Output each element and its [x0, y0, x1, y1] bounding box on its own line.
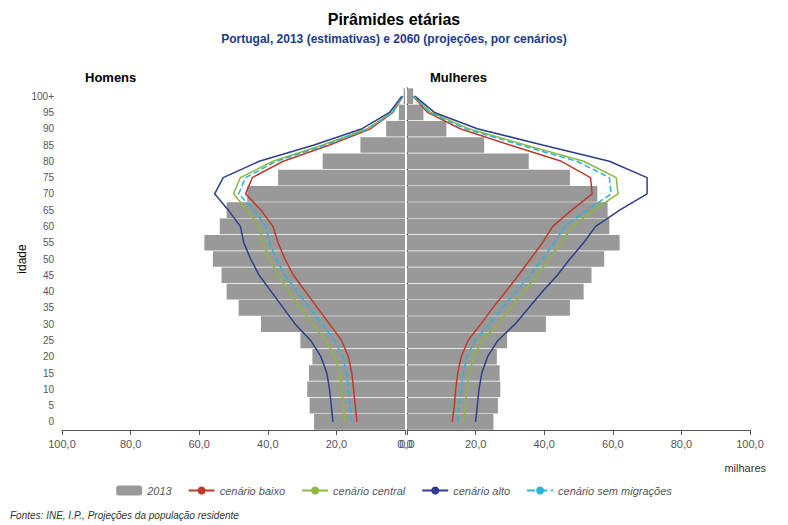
svg-text:60,0: 60,0: [188, 438, 209, 450]
svg-text:0: 0: [48, 416, 54, 427]
svg-text:85: 85: [43, 140, 55, 151]
svg-text:20,0: 20,0: [465, 438, 486, 450]
svg-text:65: 65: [43, 205, 55, 216]
svg-text:25: 25: [43, 335, 55, 346]
svg-text:70: 70: [43, 188, 55, 199]
svg-text:cenário baixo: cenário baixo: [220, 485, 285, 497]
svg-text:20,0: 20,0: [326, 438, 347, 450]
svg-text:90: 90: [43, 123, 55, 134]
svg-text:55: 55: [43, 237, 55, 248]
svg-text:50: 50: [43, 254, 55, 265]
svg-text:80,0: 80,0: [671, 438, 692, 450]
svg-text:15: 15: [43, 368, 55, 379]
svg-text:80: 80: [43, 156, 55, 167]
svg-text:Pirâmides etárias: Pirâmides etárias: [328, 11, 461, 28]
svg-text:100+: 100+: [31, 91, 54, 102]
svg-text:Homens: Homens: [85, 70, 136, 85]
svg-text:60,0: 60,0: [602, 438, 623, 450]
svg-text:80,0: 80,0: [120, 438, 141, 450]
svg-text:40,0: 40,0: [257, 438, 278, 450]
svg-text:2013: 2013: [146, 485, 172, 497]
svg-text:100,0: 100,0: [736, 438, 764, 450]
svg-text:40,0: 40,0: [533, 438, 554, 450]
svg-text:100,0: 100,0: [48, 438, 76, 450]
svg-text:20: 20: [43, 351, 55, 362]
svg-text:cenário central: cenário central: [333, 485, 406, 497]
svg-text:Mulheres: Mulheres: [430, 70, 487, 85]
svg-text:10: 10: [43, 384, 55, 395]
svg-text:milhares: milhares: [724, 462, 766, 474]
svg-text:60: 60: [43, 221, 55, 232]
svg-text:0,0: 0,0: [399, 438, 414, 450]
svg-text:30: 30: [43, 319, 55, 330]
svg-text:Portugal, 2013 (estimativas) e: Portugal, 2013 (estimativas) e 2060 (pro…: [221, 32, 566, 46]
svg-text:45: 45: [43, 270, 55, 281]
svg-text:75: 75: [43, 172, 55, 183]
svg-text:35: 35: [43, 302, 55, 313]
svg-text:95: 95: [43, 107, 55, 118]
svg-text:5: 5: [48, 400, 54, 411]
svg-text:Fontes: INE, I.P., Projeções d: Fontes: INE, I.P., Projeções da populaçã…: [10, 510, 239, 521]
svg-text:cenário alto: cenário alto: [453, 485, 510, 497]
svg-text:40: 40: [43, 286, 55, 297]
svg-text:idade: idade: [15, 244, 29, 274]
svg-text:cenário sem migrações: cenário sem migrações: [558, 485, 672, 497]
